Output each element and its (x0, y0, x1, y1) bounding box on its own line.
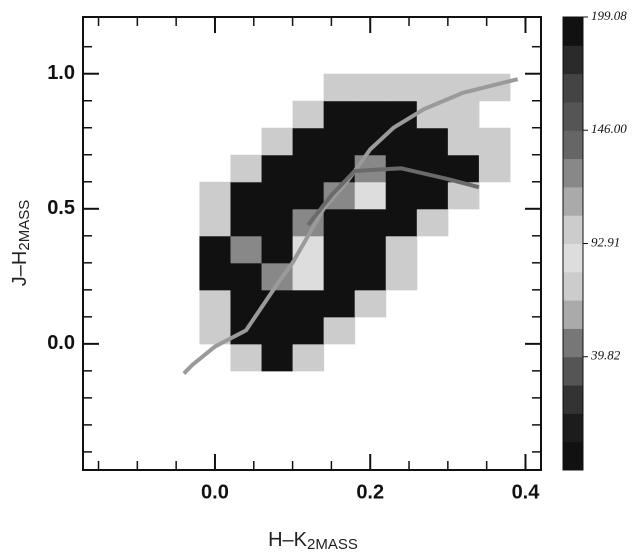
colorbar-bin (563, 385, 583, 414)
colorbar-tick-label: 146.00 (591, 121, 627, 136)
lines (182, 77, 519, 375)
density-cell (261, 127, 294, 156)
density-cell (292, 262, 325, 291)
x-axis-label: H–K2MASS (268, 529, 358, 552)
density-cell (323, 73, 356, 102)
density-cell (261, 235, 294, 264)
density-cell (323, 208, 356, 237)
density-cell (199, 289, 231, 318)
density-cell (292, 316, 325, 345)
density-cell (416, 181, 449, 210)
y-label-main: J–H (9, 251, 31, 287)
density-cell (354, 181, 387, 210)
density-cell (354, 208, 387, 237)
y-label-sub: 2MASS (16, 200, 33, 251)
colorbar-tick-label: 92.91 (591, 234, 620, 249)
density-cell (261, 181, 294, 210)
density-cell (385, 208, 418, 237)
axes: 0.0 0.2 0.4 0.0 0.5 1.0 199.08 146.00 92.91 39.82 (47, 8, 627, 503)
density-cell (385, 235, 418, 264)
colorbar-bin (563, 158, 583, 188)
density-cell (292, 235, 325, 264)
colorbar-bin (563, 45, 583, 75)
colorbar-bin (563, 243, 583, 273)
density-cell (354, 235, 387, 264)
colorbar-bin (563, 356, 583, 386)
density-cell (199, 235, 231, 264)
density-cell (447, 154, 480, 183)
colorbar-bin (563, 413, 583, 443)
colorbar-bin (563, 73, 583, 103)
density-cell (447, 100, 480, 129)
plot-frame (82, 16, 542, 471)
density-cell (292, 181, 325, 210)
density-cell (230, 181, 263, 210)
y-tick-label: 1.0 (47, 62, 75, 84)
density-cell (230, 154, 263, 183)
density-cell (261, 289, 294, 318)
density-cell (385, 262, 418, 291)
colorbar-bin (563, 130, 583, 160)
density-cell (292, 343, 325, 372)
density-cell (323, 235, 356, 264)
colorbar-bin (563, 17, 583, 46)
density-cell (447, 127, 480, 156)
density-cell (261, 343, 294, 372)
density-cell (261, 208, 294, 237)
density-cell (292, 154, 325, 183)
density-cell (230, 262, 263, 291)
density-cell (478, 154, 511, 183)
density-cell (323, 127, 356, 156)
colorbar-bin (563, 186, 583, 216)
density-cell (478, 127, 511, 156)
colorbar-bin (563, 101, 583, 131)
colorbar-tick-label: 39.82 (590, 348, 621, 363)
density-cell (323, 262, 356, 291)
density-cell (354, 100, 387, 129)
density-cell (199, 208, 231, 237)
density-cell (416, 73, 449, 102)
density-cell (385, 181, 418, 210)
colorbar-bin (563, 271, 583, 301)
density-cell (199, 181, 231, 210)
density-cell (230, 208, 263, 237)
colorbar-bin (563, 441, 583, 471)
density-cell (416, 127, 449, 156)
density-cell (292, 100, 325, 129)
density-cell (385, 73, 418, 102)
colorbar-bin (563, 328, 583, 358)
density-cell (354, 262, 387, 291)
density-cell (230, 235, 263, 264)
density-cell (261, 316, 294, 345)
x-tick-label: 0.4 (512, 481, 541, 503)
y-tick-label: 0.5 (47, 197, 75, 219)
density-cell (292, 289, 325, 318)
colorbar-bin (563, 215, 583, 244)
density-cell (230, 343, 263, 372)
track-line (182, 77, 519, 375)
density-cell (323, 289, 356, 318)
density-cell (354, 73, 387, 102)
x-label-sub: 2MASS (307, 536, 358, 552)
density-cell (292, 127, 325, 156)
x-tick-label: 0.0 (201, 481, 229, 503)
density-cell (416, 208, 449, 237)
colorbar-bin (563, 300, 583, 329)
x-label-main: H–K (268, 529, 308, 551)
y-tick-label: 0.0 (47, 332, 75, 354)
density-cell (323, 316, 356, 345)
density-cell (261, 154, 294, 183)
colorbar-tick-label: 199.08 (591, 8, 627, 23)
y-axis-label: J–H2MASS (9, 200, 33, 286)
track-line (306, 166, 480, 227)
density-cell (199, 262, 231, 291)
density-cell (354, 289, 387, 318)
x-tick-label: 0.2 (356, 481, 384, 503)
density-cell (323, 100, 356, 129)
